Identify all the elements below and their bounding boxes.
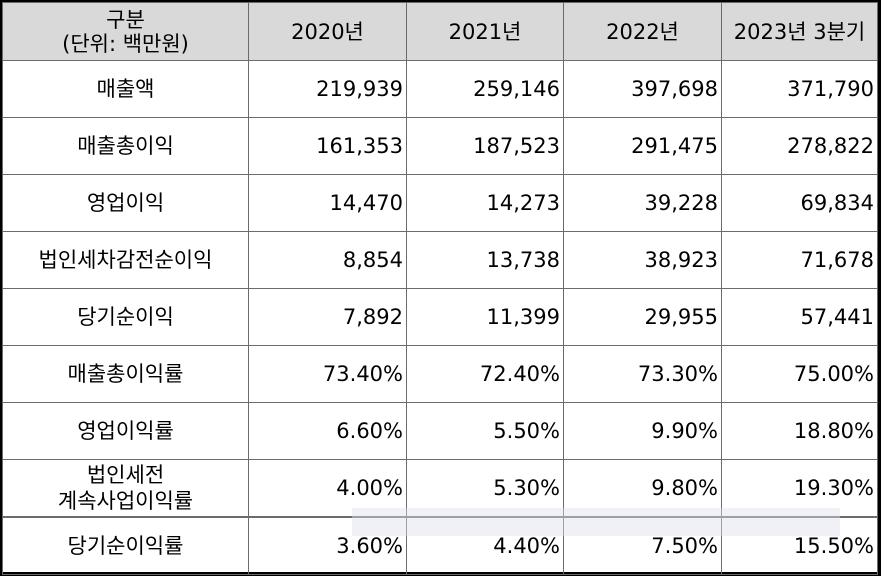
cell-value: 18.80%: [721, 402, 878, 460]
cell-value: 14,273: [406, 174, 564, 232]
cell-value: 371,790: [721, 60, 878, 118]
table-row: 당기순이익률 3.60% 4.40% 7.50% 15.50%: [2, 516, 878, 575]
table-row: 매출총이익 161,353 187,523 291,475 278,822: [2, 117, 878, 175]
row-label-line2: 계속사업이익률: [57, 489, 194, 513]
cell-value: 38,923: [563, 231, 722, 289]
cell-value: 7.50%: [563, 516, 722, 575]
cell-value: 14,470: [248, 174, 407, 232]
cell-value: 6.60%: [248, 402, 407, 460]
cell-value: 15.50%: [721, 516, 878, 575]
header-row: 구분 (단위: 백만원) 2020년 2021년 2022년 2023년 3분기: [2, 2, 878, 61]
cell-value: 69,834: [721, 174, 878, 232]
row-label: 매출액: [2, 60, 249, 118]
row-label: 법인세차감전순이익: [2, 231, 249, 289]
cell-value: 8,854: [248, 231, 407, 289]
header-label-line1: 구분: [106, 7, 145, 32]
cell-value: 72.40%: [406, 345, 564, 403]
table-row: 당기순이익 7,892 11,399 29,955 57,441: [2, 288, 878, 346]
header-label-line2: (단위: 백만원): [62, 31, 189, 56]
row-label: 당기순이익: [2, 288, 249, 346]
header-2023-q3: 2023년 3분기: [721, 2, 878, 61]
header-year-2020: 2020년: [248, 2, 407, 61]
header-year-2021: 2021년: [406, 2, 564, 61]
cell-value: 5.50%: [406, 402, 564, 460]
table-row: 영업이익 14,470 14,273 39,228 69,834: [2, 174, 878, 232]
cell-value: 259,146: [406, 60, 564, 118]
cell-value: 278,822: [721, 117, 878, 175]
cell-value: 7,892: [248, 288, 407, 346]
cell-value: 219,939: [248, 60, 407, 118]
cell-value: 29,955: [563, 288, 722, 346]
cell-value: 19.30%: [721, 459, 878, 518]
cell-value: 71,678: [721, 231, 878, 289]
table-row: 매출액 219,939 259,146 397,698 371,790: [2, 60, 878, 118]
header-label-cell: 구분 (단위: 백만원): [2, 2, 249, 61]
watermark-overlay: [352, 508, 840, 536]
cell-value: 39,228: [563, 174, 722, 232]
row-label: 영업이익률: [2, 402, 249, 460]
cell-value: 75.00%: [721, 345, 878, 403]
row-label: 법인세전 계속사업이익률: [2, 459, 249, 518]
table-row: 법인세차감전순이익 8,854 13,738 38,923 71,678: [2, 231, 878, 289]
header-year-2022: 2022년: [563, 2, 722, 61]
cell-value: 291,475: [563, 117, 722, 175]
cell-value: 4.40%: [406, 516, 564, 575]
cell-value: 57,441: [721, 288, 878, 346]
cell-value: 4.00%: [248, 459, 407, 518]
row-label: 당기순이익률: [2, 516, 249, 575]
cell-value: 11,399: [406, 288, 564, 346]
row-label: 영업이익: [2, 174, 249, 232]
cell-value: 187,523: [406, 117, 564, 175]
table-row: 매출총이익률 73.40% 72.40% 73.30% 75.00%: [2, 345, 878, 403]
row-label: 매출총이익률: [2, 345, 249, 403]
cell-value: 73.30%: [563, 345, 722, 403]
cell-value: 9.90%: [563, 402, 722, 460]
row-label: 매출총이익: [2, 117, 249, 175]
cell-value: 397,698: [563, 60, 722, 118]
table-row: 영업이익률 6.60% 5.50% 9.90% 18.80%: [2, 402, 878, 460]
cell-value: 13,738: [406, 231, 564, 289]
cell-value: 3.60%: [248, 516, 407, 575]
row-label-line1: 법인세전: [86, 463, 165, 487]
cell-value: 161,353: [248, 117, 407, 175]
cell-value: 73.40%: [248, 345, 407, 403]
